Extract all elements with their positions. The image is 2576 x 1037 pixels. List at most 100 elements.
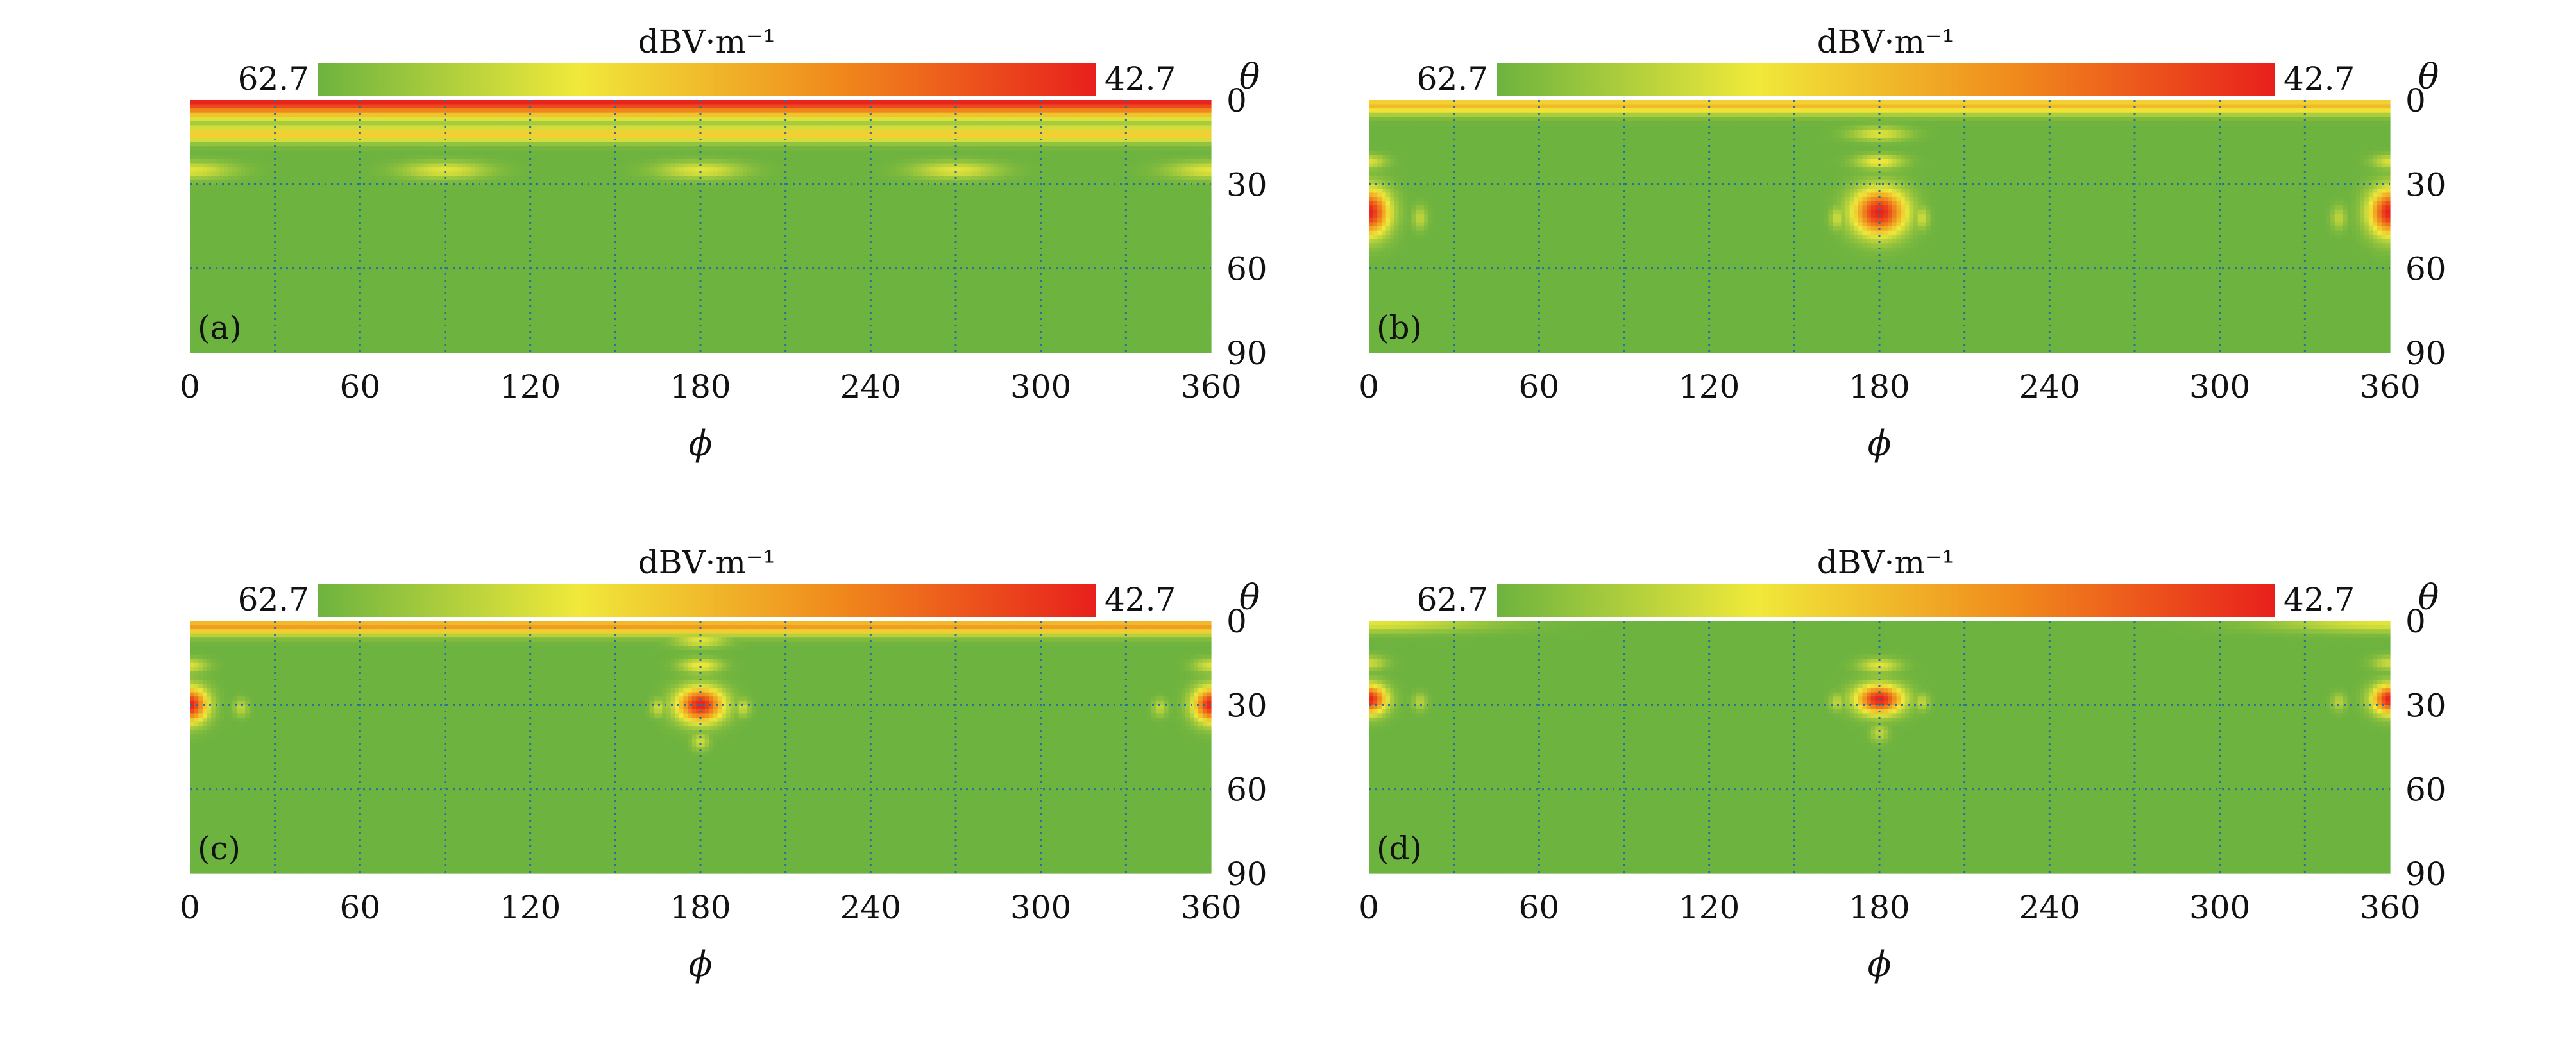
heatmap-cell: [479, 104, 484, 109]
heatmap-cell: [994, 163, 999, 168]
heatmap-cell: [581, 138, 586, 143]
heatmap-cell: [509, 167, 514, 173]
heatmap-cell: [840, 176, 846, 181]
heatmap-cell: [887, 138, 893, 143]
heatmap-cell: [917, 108, 922, 114]
heatmap-cell: [1037, 125, 1042, 130]
heatmap-cell: [964, 138, 969, 143]
heatmap-cell: [943, 129, 948, 135]
heatmap-cell: [713, 167, 718, 173]
heatmap-cell: [249, 121, 255, 126]
heatmap-cell: [985, 100, 990, 105]
heatmap-cell: [283, 158, 289, 164]
heatmap-cell: [981, 142, 987, 147]
heatmap-cell: [849, 125, 854, 130]
heatmap-cell: [453, 117, 459, 122]
heatmap-cell: [1100, 150, 1105, 155]
heatmap-cell: [462, 133, 467, 139]
heatmap-cell: [215, 184, 221, 189]
heatmap-cell: [334, 176, 339, 181]
heatmap-cell: [828, 142, 833, 147]
heatmap-cell: [947, 121, 952, 126]
heatmap-cell: [951, 163, 956, 168]
heatmap-cell: [232, 176, 237, 181]
heatmap-cell: [551, 171, 557, 176]
heatmap-cell: [419, 142, 425, 147]
heatmap-cell: [194, 146, 199, 151]
heatmap-cell: [224, 146, 229, 151]
heatmap-cell: [321, 100, 326, 105]
heatmap-cell: [1058, 112, 1063, 117]
heatmap-cell: [811, 155, 816, 160]
heatmap-cell: [874, 121, 880, 126]
heatmap-cell: [219, 125, 225, 130]
heatmap-cell: [504, 155, 510, 160]
heatmap-cell: [241, 163, 246, 168]
heatmap-cell: [207, 146, 212, 151]
heatmap-cell: [751, 121, 756, 126]
heatmap-cell: [1011, 104, 1016, 109]
heatmap-cell: [581, 112, 586, 117]
heatmap-cell: [219, 117, 225, 122]
heatmap-cell: [704, 167, 709, 173]
heatmap-cell: [977, 184, 982, 189]
heatmap-cell: [543, 142, 548, 147]
heatmap-cell: [1173, 171, 1178, 176]
heatmap-cell: [275, 158, 280, 164]
heatmap-cell: [700, 184, 706, 189]
heatmap-cell: [190, 180, 195, 185]
heatmap-cell: [1074, 155, 1080, 160]
heatmap-cell: [428, 125, 433, 130]
heatmap-cell: [662, 108, 667, 114]
heatmap-cell: [279, 180, 284, 185]
heatmap-cell: [675, 180, 680, 185]
heatmap-cell: [1058, 158, 1063, 164]
heatmap-cell: [479, 158, 484, 164]
heatmap-cell: [598, 108, 604, 114]
heatmap-cell: [675, 104, 680, 109]
heatmap-cell: [1185, 176, 1191, 181]
heatmap-cell: [1015, 142, 1021, 147]
heatmap-cell: [636, 121, 641, 126]
heatmap-cell: [1015, 117, 1021, 122]
heatmap-cell: [228, 142, 233, 147]
heatmap-cell: [1160, 133, 1165, 139]
heatmap-cell: [1105, 100, 1110, 105]
heatmap-cell: [228, 150, 233, 155]
heatmap-cell: [1011, 100, 1016, 105]
heatmap-cell: [759, 158, 765, 164]
heatmap-cell: [462, 163, 467, 168]
heatmap-cell: [568, 142, 573, 147]
heatmap-cell: [466, 171, 471, 176]
heatmap-cell: [1040, 100, 1046, 105]
heatmap-cell: [1164, 112, 1169, 117]
heatmap-cell: [1006, 138, 1012, 143]
heatmap-cell: [249, 155, 255, 160]
heatmap-cell: [330, 158, 335, 164]
heatmap-cell: [364, 100, 369, 105]
heatmap-cell: [236, 100, 242, 105]
heatmap-cell: [662, 142, 667, 147]
heatmap-cell: [432, 104, 437, 109]
heatmap-cell: [688, 112, 693, 117]
heatmap-cell: [657, 158, 663, 164]
heatmap-cell: [1028, 155, 1033, 160]
heatmap-cell: [1011, 163, 1016, 168]
heatmap-cell: [236, 133, 242, 139]
heatmap-cell: [725, 117, 731, 122]
heatmap-cell: [1006, 133, 1012, 139]
heatmap-cell: [1053, 104, 1058, 109]
heatmap-cell: [585, 125, 591, 130]
heatmap-cell: [1083, 176, 1089, 181]
heatmap-cell: [679, 138, 684, 143]
heatmap-cell: [990, 100, 995, 105]
heatmap-cell: [981, 133, 987, 139]
heatmap-cell: [249, 112, 255, 117]
heatmap-cell: [1040, 176, 1046, 181]
heatmap-cell: [564, 117, 569, 122]
heatmap-cell: [326, 108, 331, 114]
heatmap-cell: [271, 176, 276, 181]
heatmap-cell: [1028, 133, 1033, 139]
heatmap-cell: [662, 133, 667, 139]
heatmap-cell: [1019, 138, 1024, 143]
